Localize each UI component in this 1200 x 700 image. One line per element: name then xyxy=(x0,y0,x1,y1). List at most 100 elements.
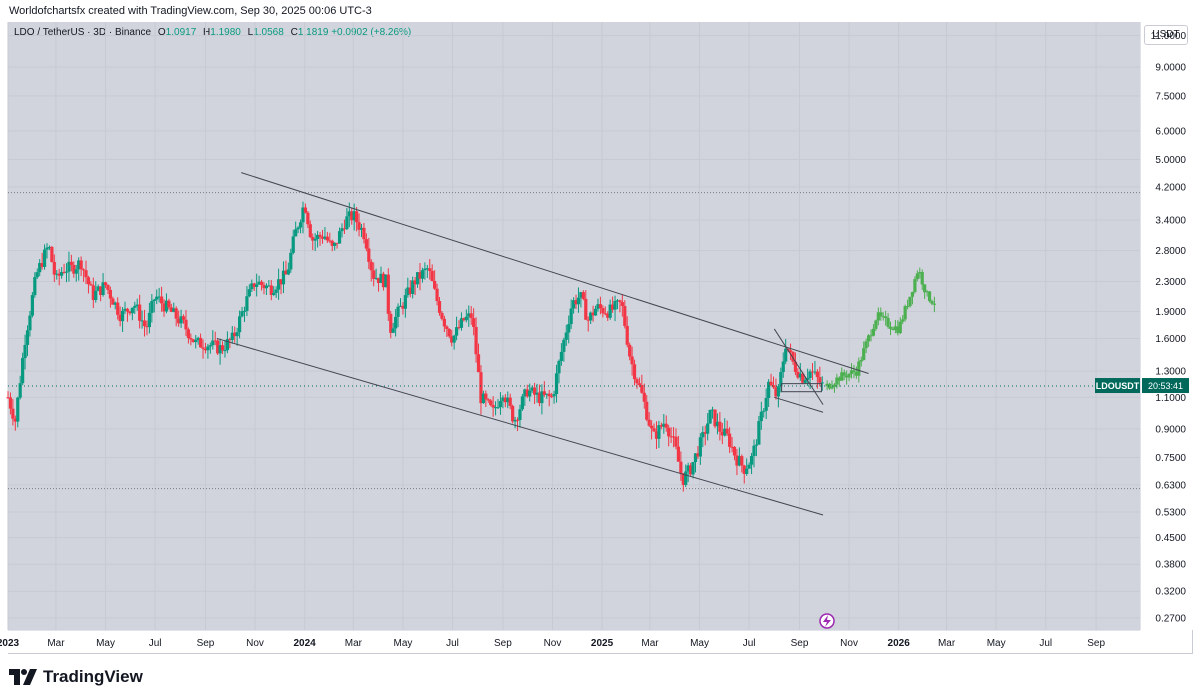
candle-body xyxy=(352,211,356,221)
candle-body xyxy=(91,285,95,301)
candle-body xyxy=(464,316,468,321)
candle-body xyxy=(398,305,403,307)
candle-body xyxy=(654,431,659,439)
candle-body xyxy=(684,471,688,485)
projection-candle-body xyxy=(827,383,832,389)
price-tick-label: 2.8000 xyxy=(1155,246,1186,257)
candle-body xyxy=(596,304,600,309)
candle-body xyxy=(145,326,149,328)
candle-body xyxy=(547,393,551,397)
candle-body xyxy=(142,320,147,327)
time-tick-label: Mar xyxy=(47,638,65,649)
candle-body xyxy=(749,456,754,465)
candle-body xyxy=(725,428,729,434)
price-tick-label: 0.4500 xyxy=(1155,533,1186,544)
projection-candle-body xyxy=(918,272,922,274)
price-tag-symbol: LDOUSDT xyxy=(1096,381,1140,391)
lightning-icon xyxy=(823,615,831,627)
candle-body xyxy=(457,327,461,329)
time-tick-label: May xyxy=(393,638,412,649)
candle-body xyxy=(359,227,364,230)
price-tick-label: 7.5000 xyxy=(1155,91,1186,102)
projection-candle-body xyxy=(845,375,849,378)
candle-body xyxy=(152,299,156,302)
candle-body xyxy=(179,316,183,324)
candle-body xyxy=(796,371,800,378)
candle-body xyxy=(347,211,351,217)
candle-body xyxy=(693,453,698,463)
candle-body xyxy=(345,216,349,230)
candle-body xyxy=(259,281,264,285)
candle-body xyxy=(42,249,47,267)
projection-candle-body xyxy=(881,316,885,318)
projection-candle-body xyxy=(886,318,890,327)
candle-body xyxy=(742,465,746,474)
candle-body xyxy=(286,269,290,275)
candle-body xyxy=(679,461,683,474)
projection-candle-body xyxy=(908,296,912,307)
tradingview-logo[interactable]: TradingView xyxy=(9,667,143,687)
candle-body xyxy=(55,273,59,275)
candle-body xyxy=(281,270,286,285)
price-tick-label: 1.9000 xyxy=(1155,307,1186,318)
candle-body xyxy=(584,298,588,320)
price-tick-label: 0.6300 xyxy=(1155,480,1186,491)
high-label: H xyxy=(203,27,211,38)
candle-body xyxy=(328,240,332,242)
time-axis[interactable] xyxy=(8,630,1140,653)
candle-body xyxy=(84,270,88,278)
candle-body xyxy=(764,398,768,411)
candle-body xyxy=(530,387,534,391)
candle-body xyxy=(337,231,342,244)
projection-candle-body xyxy=(910,291,915,297)
candle-body xyxy=(184,319,188,330)
close-label: C xyxy=(290,27,298,38)
candle-body xyxy=(164,300,169,312)
currency-button[interactable]: USDT xyxy=(1144,25,1188,45)
price-tick-label: 3.4000 xyxy=(1155,216,1186,227)
candle-body xyxy=(752,445,756,457)
candle-body xyxy=(745,468,749,474)
price-tick-label: 0.2700 xyxy=(1155,613,1186,624)
projection-candle-body xyxy=(830,386,834,389)
candle-body xyxy=(120,310,125,322)
price-axis[interactable] xyxy=(1140,22,1193,630)
time-tick-label: 2024 xyxy=(293,638,316,649)
plot-area[interactable] xyxy=(8,22,1140,630)
candle-body xyxy=(86,277,91,285)
candle-body xyxy=(569,308,573,325)
candle-body xyxy=(303,207,308,213)
candle-body xyxy=(820,382,824,384)
time-tick-label: Jul xyxy=(446,638,459,649)
projection-candle-body xyxy=(876,312,880,321)
candle-body xyxy=(408,287,412,294)
candle-body xyxy=(667,427,671,437)
candle-body xyxy=(781,361,785,373)
price-tag-countdown-box xyxy=(1142,378,1189,394)
symbol-title[interactable]: LDO / TetherUS · 3D · Binance xyxy=(14,27,152,38)
candle-body xyxy=(138,304,142,321)
candle-body xyxy=(11,408,15,419)
candle-body xyxy=(698,437,702,457)
candle-body xyxy=(311,237,315,241)
candle-body xyxy=(430,270,434,281)
projection-candle-body xyxy=(835,377,839,385)
candle-body xyxy=(355,211,359,223)
candle-body xyxy=(181,316,186,320)
candle-body xyxy=(274,289,278,293)
time-tick-label: Sep xyxy=(494,638,512,649)
candle-body xyxy=(362,227,366,240)
candle-body xyxy=(525,389,529,397)
projection-candle-body xyxy=(849,370,854,374)
candle-body xyxy=(454,327,459,336)
candle-body xyxy=(691,462,695,475)
candle-body xyxy=(806,378,810,380)
candle-body xyxy=(257,281,261,285)
candle-body xyxy=(318,234,322,237)
candle-body xyxy=(554,373,559,395)
candle-body xyxy=(613,300,617,310)
candle-body xyxy=(284,270,288,275)
candle-body xyxy=(674,436,678,447)
candle-body xyxy=(74,269,78,274)
time-tick-label: Mar xyxy=(938,638,956,649)
